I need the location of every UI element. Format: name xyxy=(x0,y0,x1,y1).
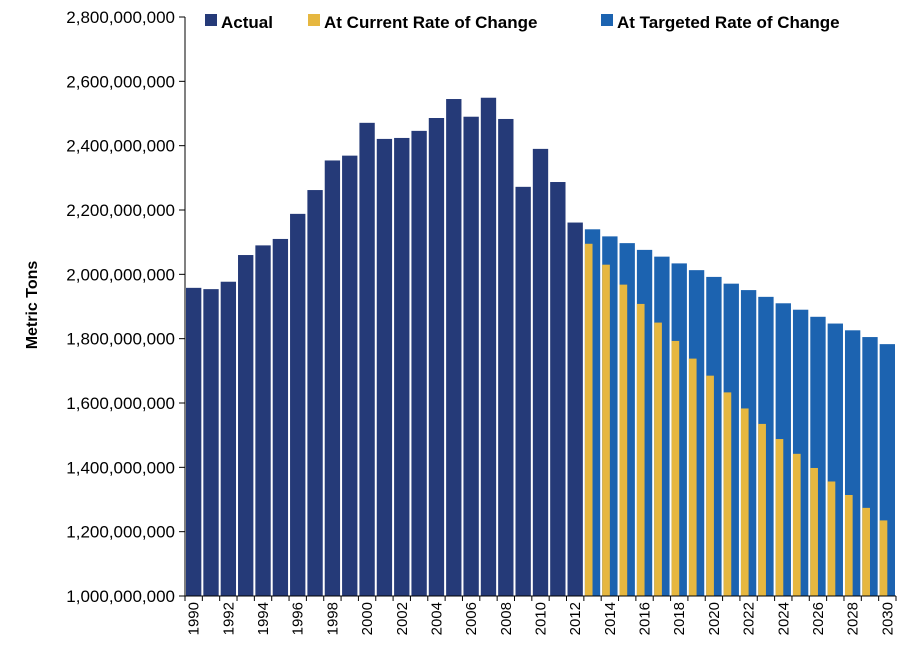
bar-current-2020 xyxy=(706,375,714,596)
bar-current-2023 xyxy=(758,423,766,596)
bar-actual-1999 xyxy=(342,155,358,596)
bar-actual-2004 xyxy=(428,118,445,597)
y-tick-label: 1,600,000,000 xyxy=(66,394,175,413)
legend-label-actual: Actual xyxy=(221,13,273,32)
y-axis-label: Metric Tons xyxy=(24,261,41,350)
bar-current-2030 xyxy=(879,520,888,596)
bar-actual-1995 xyxy=(272,238,289,596)
bar-actual-1996 xyxy=(290,213,306,597)
legend: Actual At Current Rate of Change At Targ… xyxy=(205,13,840,32)
legend-label-current: At Current Rate of Change xyxy=(324,13,537,32)
bar-actual-2006 xyxy=(463,116,479,596)
bar-current-2013 xyxy=(584,243,593,596)
x-tick-label: 2016 xyxy=(637,602,654,635)
bar-current-2016 xyxy=(636,303,645,596)
x-tick-label: 2002 xyxy=(394,602,411,635)
x-tick-label: 2008 xyxy=(498,602,515,635)
bar-actual-2008 xyxy=(498,118,514,597)
bar-current-2024 xyxy=(775,439,784,596)
bar-actual-1994 xyxy=(255,245,271,596)
bar-current-2025 xyxy=(792,453,801,596)
bar-current-2018 xyxy=(671,340,680,596)
y-tick-label: 2,200,000,000 xyxy=(66,201,175,220)
bar-actual-2003 xyxy=(411,130,427,596)
x-tick-label: 2000 xyxy=(359,602,376,635)
y-tick-label: 2,600,000,000 xyxy=(66,72,175,91)
bar-actual-1990 xyxy=(186,287,202,596)
bar-current-2029 xyxy=(862,507,870,596)
x-tick-label: 2006 xyxy=(463,602,480,635)
bar-actual-2012 xyxy=(567,222,583,597)
bar-current-2014 xyxy=(602,264,610,596)
x-tick-label: 2012 xyxy=(567,602,584,635)
bar-current-2026 xyxy=(810,467,818,596)
bar-actual-1992 xyxy=(220,281,237,596)
y-tick-label: 2,400,000,000 xyxy=(66,137,175,156)
bar-current-2017 xyxy=(654,322,662,596)
x-tick-label: 2018 xyxy=(671,602,688,635)
x-tick-label: 1992 xyxy=(220,602,237,635)
x-tick-label: 2014 xyxy=(602,602,619,635)
x-tick-label: 2010 xyxy=(533,602,550,635)
bar-actual-2007 xyxy=(480,97,497,596)
bar-actual-1998 xyxy=(324,160,341,597)
bar-current-2027 xyxy=(827,481,836,596)
y-axis: 1,000,000,000 1,200,000,000 1,400,000,000 1… xyxy=(66,8,186,606)
bar-actual-1997 xyxy=(307,190,323,596)
x-tick-label: 2030 xyxy=(879,602,896,635)
bar-current-2021 xyxy=(723,392,732,596)
y-tick-label: 1,400,000,000 xyxy=(66,458,175,477)
legend-swatch-current xyxy=(308,14,320,26)
bar-actual-2001 xyxy=(376,138,393,596)
x-tick-label: 2004 xyxy=(428,602,445,635)
x-tick-label: 2028 xyxy=(845,602,862,635)
x-tick-label: 2026 xyxy=(810,602,827,635)
legend-swatch-targeted xyxy=(601,14,613,26)
bar-actual-1993 xyxy=(238,255,254,597)
bar-current-2028 xyxy=(844,494,853,596)
x-axis: 1990 1992 1994 1996 1998 2000 2002 2004 2006 2008… xyxy=(184,595,897,635)
y-tick-label: 2,000,000,000 xyxy=(66,265,175,284)
y-tick-label: 1,000,000,000 xyxy=(66,587,175,606)
x-tick-label: 1990 xyxy=(186,602,203,635)
x-tick-label: 1998 xyxy=(324,602,341,635)
x-tick-label: 1994 xyxy=(255,602,272,635)
bar-current-2019 xyxy=(688,358,697,596)
bars xyxy=(186,97,895,597)
x-tick-label: 2020 xyxy=(706,602,723,635)
bar-actual-2011 xyxy=(550,182,566,596)
bar-current-2015 xyxy=(619,284,628,596)
y-tick-label: 1,800,000,000 xyxy=(66,330,175,349)
y-tick-label: 2,800,000,000 xyxy=(66,8,175,27)
legend-label-targeted: At Targeted Rate of Change xyxy=(617,13,840,32)
bar-actual-2000 xyxy=(359,122,375,596)
bar-current-2022 xyxy=(740,408,749,596)
bar-actual-2005 xyxy=(446,99,462,597)
bar-actual-2002 xyxy=(394,137,410,597)
bar-actual-2009 xyxy=(515,186,531,596)
legend-swatch-actual xyxy=(205,14,217,26)
y-tick-label: 1,200,000,000 xyxy=(66,523,175,542)
x-tick-label: 2022 xyxy=(741,602,758,635)
x-tick-label: 2024 xyxy=(775,602,792,635)
bar-actual-1991 xyxy=(203,289,219,596)
bar-actual-2010 xyxy=(532,148,549,596)
x-tick-label: 1996 xyxy=(290,602,307,635)
